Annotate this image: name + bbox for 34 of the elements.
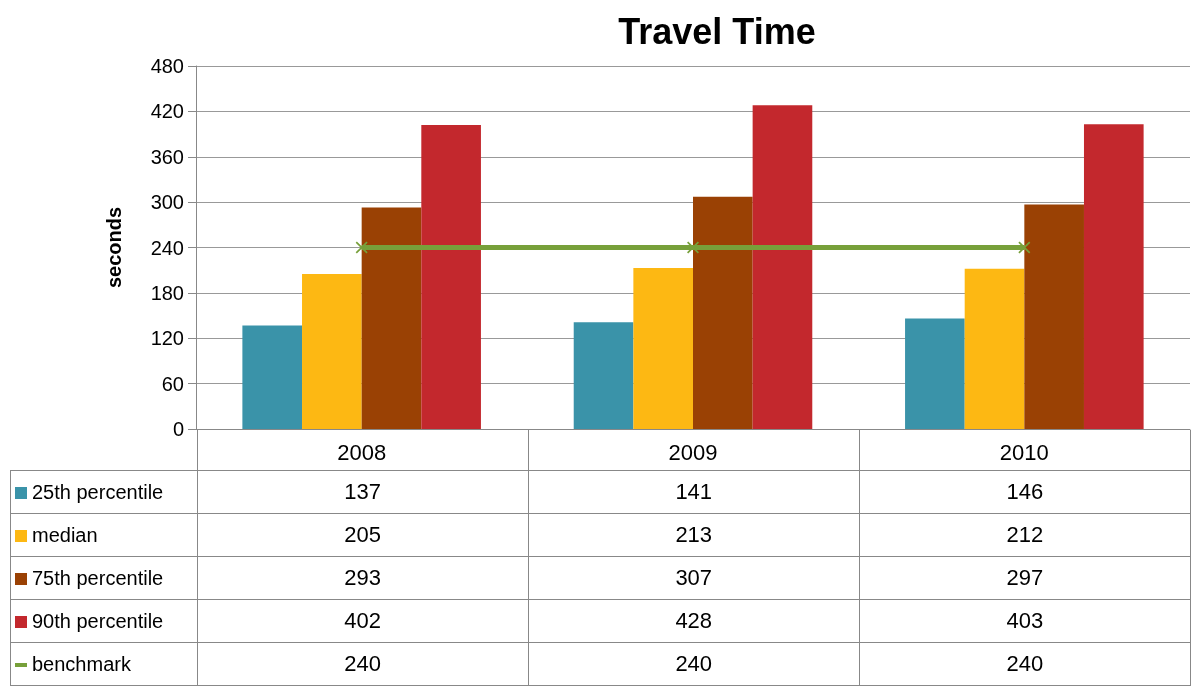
legend-label: 75th percentile [10, 556, 197, 600]
data-label: 293 [197, 556, 529, 600]
x-tick-label: 2010 [999, 439, 1049, 465]
chart-title: Travel Time [618, 10, 816, 52]
data-label: 212 [859, 513, 1191, 557]
data-label: 403 [859, 599, 1191, 643]
data-label: 428 [528, 599, 860, 643]
data-label: 307 [528, 556, 860, 600]
y-tick-label: 60 [161, 372, 184, 395]
data-label: 146 [859, 470, 1191, 514]
y-tick-label: 360 [150, 145, 184, 168]
legend-label: benchmark [10, 642, 197, 686]
data-label: 240 [197, 642, 529, 686]
y-tick-label: 300 [150, 191, 184, 214]
legend-label: 25th percentile [10, 470, 197, 514]
legend-label: 90th percentile [10, 599, 197, 643]
y-tick-label: 0 [172, 418, 184, 440]
y-tick-label: 180 [150, 281, 184, 304]
data-label: 402 [197, 599, 529, 643]
data-label: 213 [528, 513, 860, 557]
data-label: 141 [528, 470, 860, 514]
data-label: 240 [859, 642, 1191, 686]
data-label: 240 [528, 642, 860, 686]
legend-label: median [10, 513, 197, 557]
data-label: 137 [197, 470, 529, 514]
data-label: 205 [197, 513, 529, 557]
y-tick-label: 120 [150, 327, 184, 350]
y-tick-label: 240 [150, 236, 184, 259]
y-tick-label: 480 [150, 55, 184, 77]
data-label: 297 [859, 556, 1191, 600]
x-tick-label: 2009 [668, 439, 718, 465]
x-tick-label: 2008 [337, 439, 387, 465]
y-tick-label: 420 [150, 100, 184, 123]
y-axis-title: seconds [103, 206, 125, 289]
